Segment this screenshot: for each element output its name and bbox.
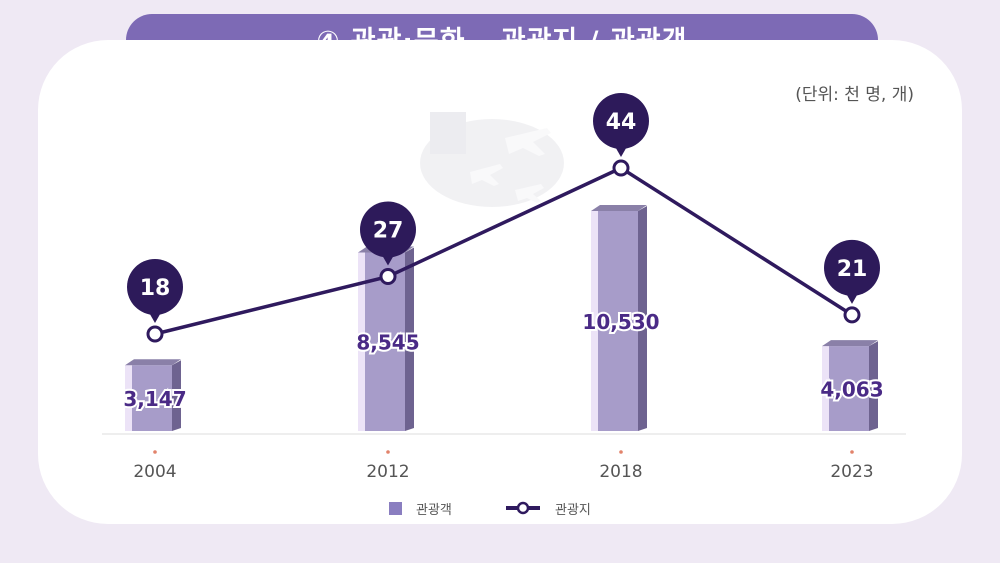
bar-side-2023 (869, 341, 878, 431)
bubble-marker (593, 93, 649, 149)
legend-swatch-line (506, 501, 540, 515)
bar-2004 (125, 359, 181, 431)
bar-front-2004 (132, 365, 172, 431)
line-point-marker (146, 325, 164, 343)
legend-item-sites: 관광지 (505, 498, 591, 518)
unit-label: (단위: 천 명, 개) (795, 85, 914, 105)
line-point-marker (612, 159, 630, 177)
line-value-label: 21 (837, 257, 868, 282)
page-title: ④ 관광·문화 – 관광지 / 관광객 (316, 26, 688, 57)
x-tick-dot (850, 450, 854, 454)
line-point-2012: 27 (360, 201, 416, 286)
bar-side-2004 (172, 360, 181, 431)
line-value-label: 27 (373, 219, 404, 244)
bar-light-2023 (822, 346, 830, 431)
bar-front-2023 (829, 346, 869, 431)
legend-item-visitors: 관광객 (389, 498, 452, 518)
line-value-label: 18 (140, 276, 171, 301)
bubble-marker (127, 259, 183, 315)
x-tick-dot (386, 450, 390, 454)
x-tick-label: 2004 (133, 462, 176, 482)
bar-value-label: 8,545 (356, 331, 419, 355)
line-point-marker (843, 306, 861, 324)
bar-light-2018 (591, 211, 599, 431)
line-point-2023: 21 (824, 239, 880, 324)
bar-light-2004 (125, 365, 133, 431)
bubble-marker (824, 239, 880, 296)
x-tick-label: 2023 (830, 462, 873, 482)
x-tick-dot (619, 450, 623, 454)
bar-top-2023 (822, 340, 878, 347)
legend-label-sites: 관광지 (555, 502, 591, 518)
x-tick-label: 2012 (366, 462, 409, 482)
bar-value-label: 10,530 (582, 310, 659, 334)
bar-2023 (822, 340, 878, 431)
bar-top-2018 (591, 205, 647, 211)
x-tick-label: 2018 (599, 462, 642, 482)
bar-2018 (591, 205, 647, 431)
legend-swatch-bar (389, 501, 402, 515)
series-line-sites (154, 166, 853, 336)
line-point-2018: 44 (593, 93, 649, 177)
bar-value-label: 4,063 (820, 378, 883, 402)
bar-top-2004 (125, 359, 181, 366)
line-point-2004: 18 (127, 259, 183, 343)
bar-light-2012 (358, 252, 366, 431)
bar-side-2018 (638, 206, 647, 431)
bubble-marker (360, 201, 416, 258)
x-tick-dot (153, 450, 157, 454)
bar-side-2012 (405, 247, 414, 431)
bar-value-label: 3,147 (123, 387, 186, 411)
line-point-marker (379, 268, 397, 286)
bar-front-2018 (598, 211, 638, 431)
legend-label-visitors: 관광객 (416, 502, 452, 518)
airport-illustration (420, 112, 564, 207)
line-value-label: 44 (606, 110, 637, 135)
